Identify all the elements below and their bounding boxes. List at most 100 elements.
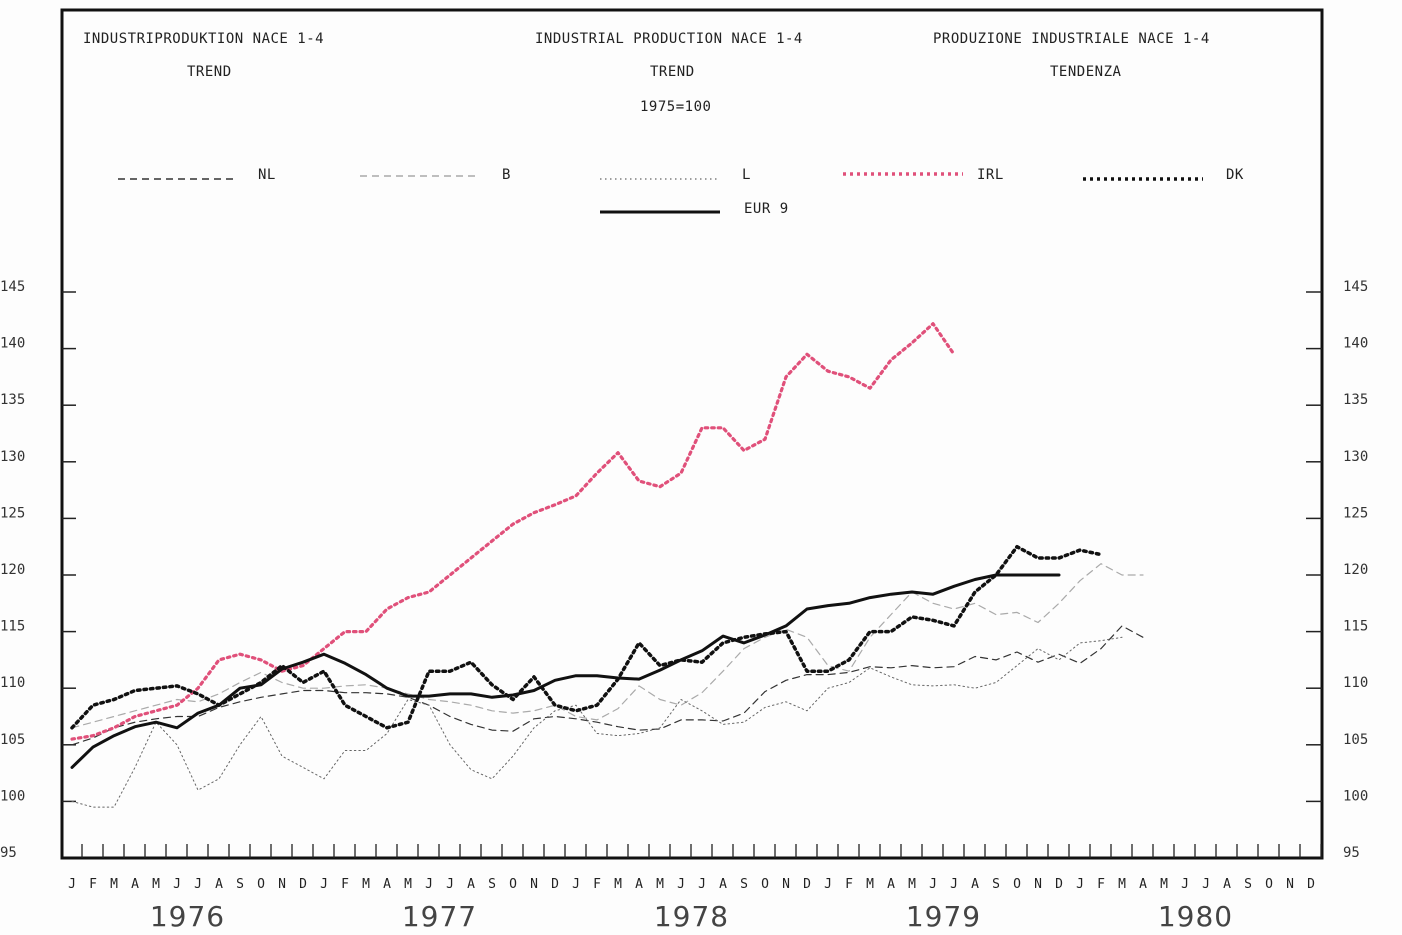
- month-label: A: [719, 877, 727, 892]
- month-label: A: [467, 877, 475, 892]
- month-label: S: [1244, 877, 1252, 892]
- month-label: F: [1097, 877, 1105, 892]
- y-tick-label-right: 140: [1343, 336, 1368, 352]
- month-label: N: [1034, 877, 1042, 892]
- month-label: J: [320, 877, 328, 892]
- y-tick-label-right: 115: [1343, 619, 1368, 635]
- y-tick-label-left: 115: [0, 619, 25, 635]
- month-label: D: [803, 877, 811, 892]
- legend-label-eur9: EUR 9: [744, 201, 789, 217]
- series-line-irl: [70, 322, 956, 741]
- legend-label-b: B: [502, 167, 511, 183]
- month-label: M: [110, 877, 118, 892]
- month-label: J: [950, 877, 958, 892]
- month-label: O: [509, 877, 517, 892]
- legend-label-dk: DK: [1226, 167, 1244, 183]
- month-label: D: [551, 877, 559, 892]
- y-tick-label-left: 105: [0, 732, 25, 748]
- subtitle-en: TREND: [650, 64, 695, 80]
- y-tick-label-right: 95: [1343, 845, 1360, 861]
- title-de: INDUSTRIPRODUKTION NACE 1-4: [83, 31, 324, 47]
- month-label: N: [782, 877, 790, 892]
- base-year-note: 1975=100: [640, 99, 711, 115]
- month-label: J: [425, 877, 433, 892]
- series-line-l: [71, 636, 1123, 808]
- month-label: N: [1286, 877, 1294, 892]
- month-label: M: [866, 877, 874, 892]
- series-line-dk: [70, 544, 1103, 730]
- title-it: PRODUZIONE INDUSTRIALE NACE 1-4: [933, 31, 1210, 47]
- chart-frame: [60, 8, 1324, 860]
- month-label: A: [131, 877, 139, 892]
- subtitle-de: TREND: [187, 64, 232, 80]
- month-label: S: [740, 877, 748, 892]
- y-tick-label-left: 130: [0, 449, 25, 465]
- month-label: O: [761, 877, 769, 892]
- legend: NL B L IRL DK EUR 9: [118, 167, 1244, 217]
- y-tick-label-left: 125: [0, 505, 25, 521]
- y-tick-label-right: 125: [1343, 505, 1368, 521]
- month-label: J: [1181, 877, 1189, 892]
- month-label: J: [824, 877, 832, 892]
- year-label: 1978: [654, 900, 729, 933]
- y-tick-label-left: 135: [0, 392, 25, 408]
- legend-label-nl: NL: [258, 167, 276, 183]
- y-tick-label-left: 140: [0, 336, 25, 352]
- series-line-eur9: [70, 573, 1061, 769]
- month-label: M: [1160, 877, 1168, 892]
- month-label: M: [614, 877, 622, 892]
- month-label: J: [1076, 877, 1084, 892]
- month-label: F: [845, 877, 853, 892]
- subtitle-it: TENDENZA: [1050, 64, 1122, 80]
- month-label: M: [908, 877, 916, 892]
- month-label: J: [572, 877, 580, 892]
- month-label: S: [992, 877, 1000, 892]
- y-tick-label-left: 110: [0, 675, 25, 691]
- month-label: J: [173, 877, 181, 892]
- month-label: A: [1223, 877, 1231, 892]
- year-label: 1979: [906, 900, 981, 933]
- year-label: 1976: [150, 900, 225, 933]
- month-label: J: [677, 877, 685, 892]
- month-label: J: [1202, 877, 1210, 892]
- y-tick-label-right: 130: [1343, 449, 1368, 465]
- month-label: J: [446, 877, 454, 892]
- series-line-nl: [71, 625, 1144, 746]
- series-lines: [70, 322, 1144, 808]
- month-label: M: [362, 877, 370, 892]
- month-label: J: [929, 877, 937, 892]
- title-en: INDUSTRIAL PRODUCTION NACE 1-4: [535, 31, 803, 47]
- month-label: N: [530, 877, 538, 892]
- legend-label-l: L: [742, 167, 751, 183]
- y-tick-label-left: 95: [0, 845, 17, 861]
- month-label: D: [299, 877, 307, 892]
- month-label: S: [236, 877, 244, 892]
- y-tick-label-left: 120: [0, 562, 25, 578]
- month-label: M: [656, 877, 664, 892]
- month-label: S: [488, 877, 496, 892]
- month-label: M: [152, 877, 160, 892]
- y-axis: 95 95 100 100 105 105 110 110 115 115 120 120 125 125…: [0, 279, 1368, 861]
- legend-label-irl: IRL: [977, 167, 1004, 183]
- month-label: A: [635, 877, 643, 892]
- month-label: A: [383, 877, 391, 892]
- month-label: M: [404, 877, 412, 892]
- y-tick-label-right: 135: [1343, 392, 1368, 408]
- month-label: A: [1139, 877, 1147, 892]
- series-line-b: [71, 563, 1144, 729]
- y-tick-label-right: 145: [1343, 279, 1368, 295]
- month-label: F: [593, 877, 601, 892]
- month-label: J: [698, 877, 706, 892]
- month-label: O: [257, 877, 265, 892]
- month-label: O: [1265, 877, 1273, 892]
- year-label: 1977: [402, 900, 477, 933]
- y-tick-label-right: 105: [1343, 732, 1368, 748]
- month-label: F: [89, 877, 97, 892]
- y-tick-label-left: 100: [0, 788, 25, 804]
- month-label: F: [341, 877, 349, 892]
- month-label: A: [215, 877, 223, 892]
- month-label: D: [1307, 877, 1315, 892]
- y-tick-label-right: 100: [1343, 788, 1368, 804]
